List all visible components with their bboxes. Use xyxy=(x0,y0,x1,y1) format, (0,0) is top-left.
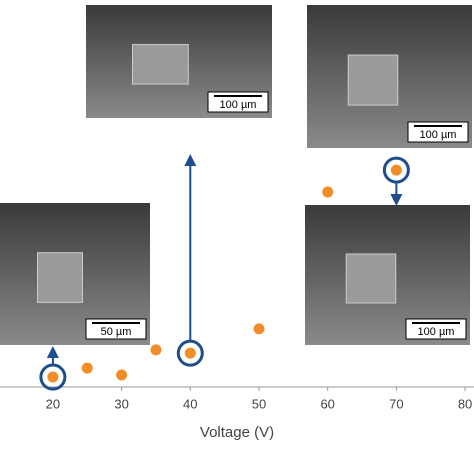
sample xyxy=(132,44,189,85)
x-tick-label: 40 xyxy=(183,396,197,411)
point xyxy=(81,362,93,374)
point xyxy=(253,323,265,335)
scale-label: 100 µm xyxy=(420,129,457,141)
point xyxy=(390,164,402,176)
x-tick-label: 80 xyxy=(458,396,472,411)
x-tick-label: 60 xyxy=(320,396,334,411)
sample xyxy=(347,54,399,106)
point xyxy=(116,369,128,381)
sample xyxy=(345,253,397,304)
scale-label: 100 µm xyxy=(220,99,257,111)
point xyxy=(184,347,196,359)
point xyxy=(47,371,59,383)
x-tick-label: 20 xyxy=(46,396,60,411)
scale-label: 100 µm xyxy=(418,326,455,338)
x-tick-label: 30 xyxy=(114,396,128,411)
highlight-ring xyxy=(382,156,410,184)
scale-label: 50 µm xyxy=(101,326,132,338)
x-tick-label: 50 xyxy=(252,396,266,411)
highlight-ring xyxy=(39,363,67,391)
x-axis-label: Voltage (V) xyxy=(200,424,274,441)
sample xyxy=(37,252,83,303)
highlight-ring xyxy=(176,339,204,367)
point xyxy=(322,186,334,198)
x-tick-label: 70 xyxy=(389,396,403,411)
point xyxy=(150,344,162,356)
